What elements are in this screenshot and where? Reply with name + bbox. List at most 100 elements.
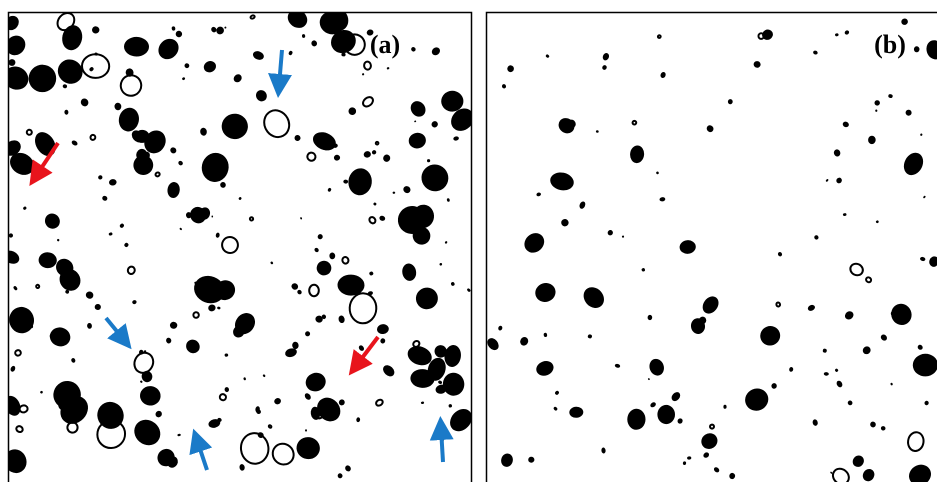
particle bbox=[9, 140, 21, 156]
particle bbox=[304, 429, 308, 432]
particle bbox=[550, 172, 574, 191]
particle bbox=[301, 34, 306, 38]
particle bbox=[144, 130, 166, 154]
particle bbox=[373, 202, 377, 206]
particle bbox=[383, 154, 391, 162]
panel-b-particles bbox=[487, 18, 937, 482]
particle bbox=[338, 399, 345, 406]
particle bbox=[789, 367, 794, 372]
particle bbox=[89, 67, 94, 72]
particle bbox=[119, 223, 124, 228]
particle bbox=[56, 258, 74, 277]
particle bbox=[211, 26, 217, 33]
particle bbox=[377, 324, 389, 335]
particle bbox=[760, 326, 781, 346]
particle bbox=[386, 67, 390, 70]
particle bbox=[660, 71, 666, 79]
particle bbox=[262, 374, 266, 377]
particle bbox=[56, 238, 60, 242]
particle bbox=[723, 404, 727, 409]
particle bbox=[341, 52, 346, 57]
particle bbox=[453, 136, 459, 141]
particle bbox=[233, 325, 245, 338]
particle bbox=[310, 406, 321, 420]
particle bbox=[402, 263, 417, 281]
particle bbox=[169, 321, 178, 329]
particle bbox=[555, 390, 559, 395]
particle bbox=[23, 327, 29, 332]
red-arrow bbox=[29, 141, 60, 186]
particle bbox=[200, 127, 207, 136]
panel-b-frame bbox=[485, 11, 937, 482]
particle bbox=[221, 236, 239, 254]
particle bbox=[155, 410, 162, 418]
particle bbox=[291, 283, 299, 290]
particle bbox=[621, 235, 625, 238]
particle bbox=[849, 262, 864, 277]
particle bbox=[411, 47, 416, 52]
particle bbox=[239, 432, 270, 465]
particle bbox=[158, 38, 179, 60]
particle bbox=[9, 449, 27, 474]
particle bbox=[316, 260, 332, 276]
particle bbox=[126, 265, 136, 275]
particle bbox=[451, 108, 471, 131]
particle bbox=[199, 207, 211, 220]
particle bbox=[822, 348, 827, 353]
particle bbox=[649, 358, 664, 376]
panel-label: (b) bbox=[874, 30, 906, 59]
particle bbox=[444, 241, 448, 244]
particle bbox=[9, 233, 14, 238]
particle bbox=[9, 395, 21, 416]
particle bbox=[602, 53, 610, 61]
particle bbox=[141, 370, 153, 383]
particle bbox=[9, 59, 16, 66]
particle bbox=[224, 387, 230, 393]
particle bbox=[825, 179, 829, 182]
particle bbox=[701, 433, 718, 449]
particle bbox=[38, 252, 57, 269]
particle bbox=[271, 442, 295, 466]
particle bbox=[507, 65, 514, 73]
particle bbox=[297, 289, 302, 295]
particle bbox=[891, 303, 912, 326]
particle bbox=[595, 130, 599, 133]
particle bbox=[53, 380, 81, 409]
particle bbox=[520, 336, 529, 346]
particle bbox=[304, 393, 311, 400]
particle bbox=[397, 205, 427, 235]
particle bbox=[602, 65, 607, 70]
particle bbox=[823, 372, 829, 376]
particle bbox=[607, 230, 613, 236]
particle bbox=[92, 26, 100, 34]
particle bbox=[362, 96, 374, 108]
particle bbox=[35, 283, 41, 289]
particle bbox=[421, 164, 449, 192]
particle bbox=[757, 32, 765, 40]
particle bbox=[108, 232, 113, 236]
particle bbox=[356, 417, 361, 423]
particle bbox=[94, 52, 98, 56]
particle bbox=[677, 418, 683, 424]
particle bbox=[929, 256, 937, 267]
particle bbox=[287, 13, 308, 28]
particle bbox=[306, 151, 317, 162]
particle bbox=[327, 187, 332, 192]
particle bbox=[238, 197, 242, 200]
particle bbox=[875, 220, 879, 224]
particle bbox=[568, 119, 576, 128]
particle bbox=[442, 372, 465, 396]
particle bbox=[830, 471, 833, 474]
particle bbox=[132, 300, 137, 305]
particle bbox=[263, 109, 291, 139]
particle bbox=[192, 311, 200, 319]
particle bbox=[343, 33, 366, 56]
particle bbox=[23, 206, 27, 210]
particle bbox=[224, 26, 227, 29]
particle bbox=[679, 240, 696, 254]
particle bbox=[374, 140, 380, 146]
particle bbox=[890, 382, 893, 386]
particle bbox=[337, 274, 365, 296]
particle bbox=[363, 60, 372, 71]
